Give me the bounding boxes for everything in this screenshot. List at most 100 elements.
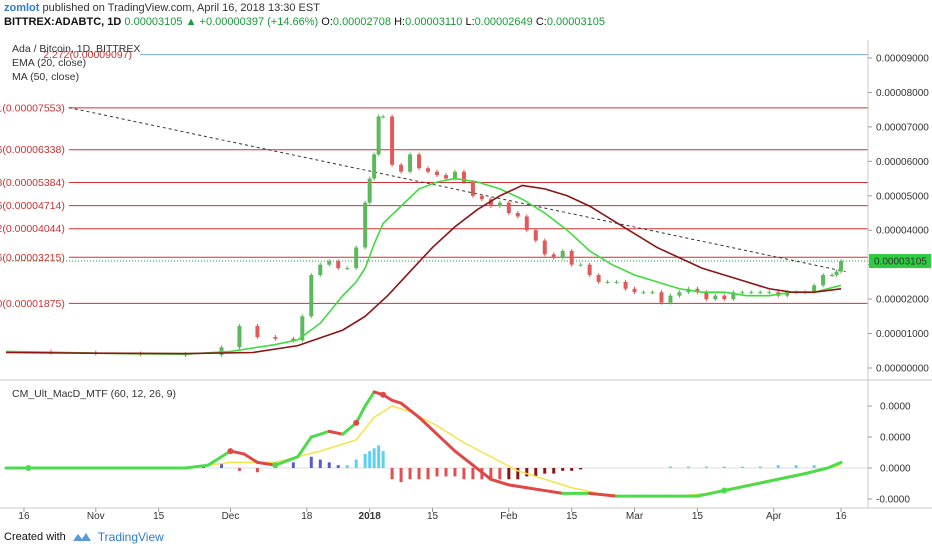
candle	[704, 292, 709, 300]
price-tick-label: 0.00009000	[876, 54, 929, 65]
time-tick-label: 15	[427, 511, 439, 522]
candle	[839, 261, 844, 272]
histogram-bar	[525, 468, 529, 477]
candle	[785, 292, 790, 296]
symbol-quote-bar: BITTREX:ADABTC, 1D 0.00003105 ▲ +0.00000…	[4, 16, 605, 29]
candle	[336, 261, 341, 269]
time-tick-label: 15	[153, 511, 165, 522]
histogram-bar	[237, 468, 241, 471]
histogram-bar	[309, 456, 313, 468]
candle	[659, 292, 664, 303]
low-value: 0.00002649	[474, 16, 533, 28]
candle	[533, 230, 538, 241]
macd-line-segment	[184, 463, 210, 470]
histogram-bar	[498, 468, 502, 480]
candle	[327, 261, 332, 265]
macd-line-segment	[588, 491, 619, 498]
current-price-label: 0.00003105	[874, 257, 927, 268]
candle	[722, 295, 727, 300]
open-label: O:	[321, 16, 333, 28]
candle	[399, 164, 404, 172]
macd-line-segment	[242, 452, 259, 464]
close-value: 0.00003105	[546, 16, 605, 28]
candle	[758, 292, 763, 294]
candle	[551, 254, 556, 258]
candle	[596, 275, 601, 282]
tradingview-brand-link[interactable]: TradingView	[97, 530, 164, 544]
macd-line-segment	[273, 455, 300, 467]
candle	[345, 268, 350, 270]
macd-line-segment	[296, 435, 313, 459]
candle	[812, 285, 817, 293]
candle	[506, 202, 511, 213]
macd-line-segment	[543, 489, 565, 495]
price-tick-label: 0.00002000	[876, 295, 929, 306]
histogram-bar	[552, 468, 556, 474]
candle	[426, 168, 431, 172]
histogram-bar	[318, 459, 322, 468]
author-link[interactable]: zomlot	[4, 2, 40, 14]
candle	[668, 295, 673, 303]
macd-tick-label: -0.0000	[876, 495, 910, 506]
price-tick-label: 0.00006000	[876, 157, 929, 168]
macd-tick-label: 0.0000	[880, 402, 911, 413]
candle	[497, 202, 502, 207]
time-tick-label: Mar	[626, 511, 644, 522]
time-tick-label: 15	[566, 511, 578, 522]
histogram-bar	[722, 466, 726, 468]
candle	[408, 154, 413, 172]
time-tick-label: 16	[836, 511, 848, 522]
cross-dot	[353, 419, 360, 426]
candle	[632, 288, 637, 293]
candle	[821, 275, 826, 286]
macd-line-segment	[826, 460, 843, 470]
histogram-bar	[327, 462, 331, 468]
low-label: L:	[465, 16, 475, 28]
histogram-bar	[668, 466, 672, 468]
macd-line-segment	[525, 486, 547, 493]
cross-dot	[272, 462, 279, 469]
created-with-label: Created with	[4, 531, 66, 543]
candle	[605, 281, 610, 283]
histogram-bar	[561, 468, 565, 471]
cross-dot	[227, 448, 234, 455]
macd-line-segment	[471, 463, 493, 481]
histogram-bar	[489, 468, 493, 480]
histogram-bar	[534, 468, 538, 477]
histogram-bar	[368, 451, 372, 468]
candle	[587, 264, 592, 275]
macd-line-segment	[255, 460, 277, 467]
candle	[417, 154, 422, 169]
histogram-bar	[381, 451, 385, 468]
candle	[569, 250, 574, 265]
time-tick-label: Feb	[500, 511, 518, 522]
price-tick-label: 0.00000000	[876, 364, 929, 375]
candle	[740, 292, 745, 294]
ma-line	[5, 184, 842, 355]
axes: 0.00009000 0.00008000 0.00007000 0.00006000…	[0, 40, 932, 522]
histogram-bar	[444, 468, 448, 477]
histogram-bar	[776, 465, 780, 468]
histogram-bar	[758, 466, 762, 468]
last-price: 0.00003105	[124, 16, 183, 28]
candle	[300, 316, 305, 341]
candle	[367, 178, 372, 203]
time-tick-label: 16	[18, 511, 30, 522]
candle	[443, 175, 448, 179]
histogram-bar	[363, 453, 367, 468]
time-tick-label: Nov	[87, 511, 105, 522]
cross-dot	[721, 487, 728, 494]
fib-level-label: 0.786(0.00006338)	[0, 144, 65, 156]
open-value: 0.00002708	[332, 16, 392, 28]
macd-line-segment	[354, 404, 367, 425]
macd-line-segment	[417, 415, 439, 436]
candle	[273, 337, 278, 339]
candle	[381, 116, 386, 118]
candle	[677, 292, 682, 296]
histogram-bar	[471, 468, 475, 480]
fib-level-label: 0.618(0.00005384)	[0, 177, 65, 189]
histogram-bar	[345, 465, 349, 468]
tradingview-logo-icon	[72, 533, 91, 541]
candle	[255, 325, 260, 337]
